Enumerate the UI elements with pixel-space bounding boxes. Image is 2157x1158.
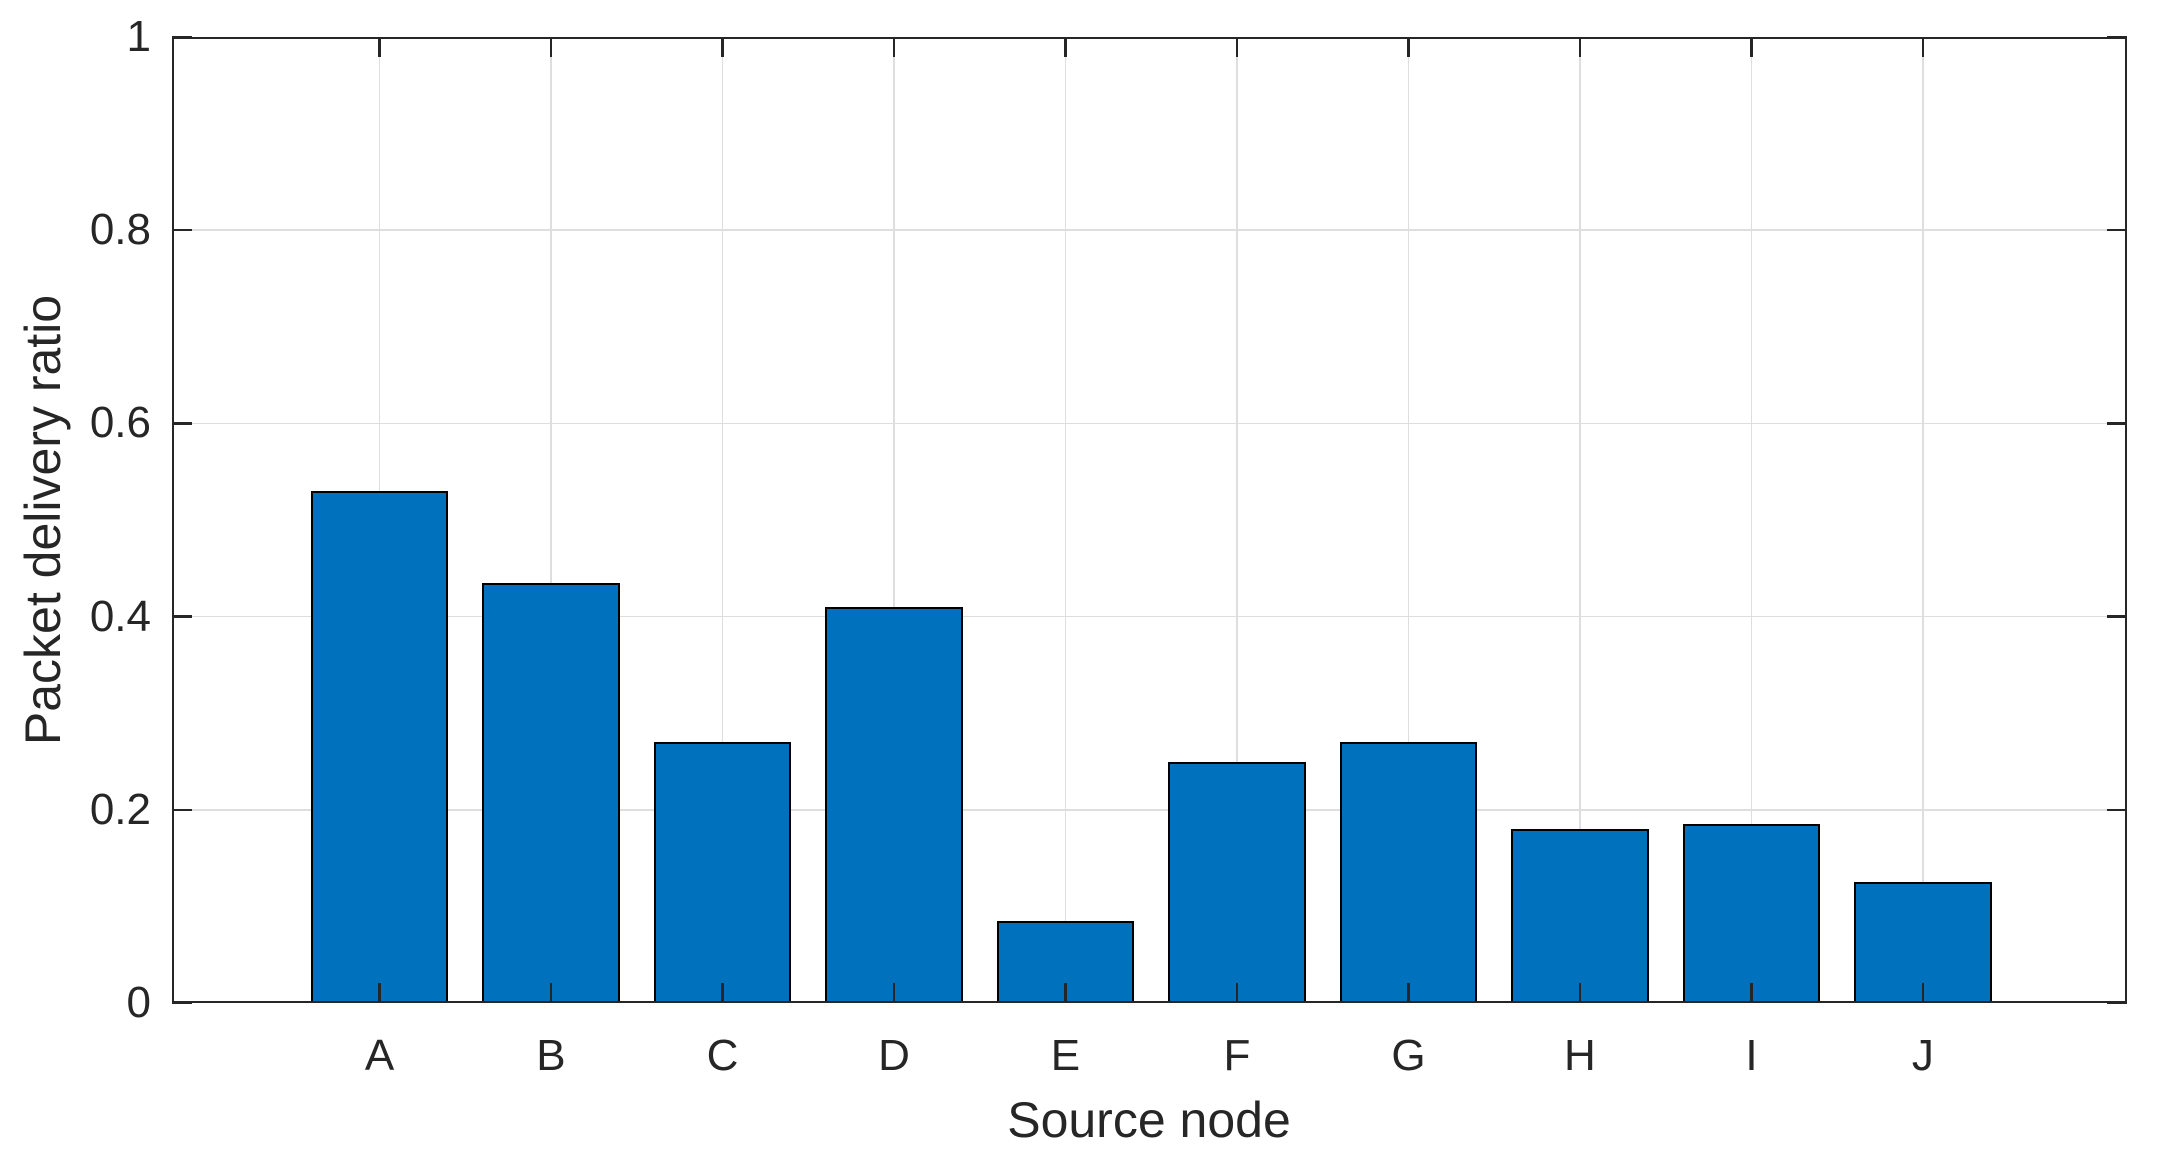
y-tick-left (172, 615, 192, 618)
v-gridline (721, 37, 724, 1003)
x-tick-top (1921, 37, 1925, 57)
bar-J (1854, 882, 1992, 1003)
h-gridline (172, 615, 2127, 618)
bar-B (482, 582, 620, 1003)
x-tick-bottom (378, 983, 381, 1003)
x-tick-bottom (1750, 983, 1753, 1003)
bar-F (1168, 761, 1306, 1003)
bar-G (1339, 742, 1478, 1003)
y-tick-label: 0.4 (89, 591, 151, 641)
h-gridline (172, 229, 2127, 232)
x-tick-bottom (1921, 983, 1925, 1003)
x-tick-top (1407, 37, 1410, 57)
y-tick-left (172, 35, 192, 39)
h-gridline (172, 422, 2127, 425)
x-tick-label-F: F (1223, 1031, 1251, 1080)
x-tick-top (1750, 37, 1753, 57)
y-tick-label: 1 (126, 12, 151, 61)
x-tick-top (721, 37, 724, 57)
v-gridline (893, 37, 895, 1003)
y-tick-right (2107, 35, 2127, 39)
plot-area (172, 35, 2127, 1005)
y-tick-right (2107, 808, 2127, 812)
x-tick-top (378, 37, 381, 57)
y-tick-right (2107, 422, 2127, 425)
x-tick-bottom (549, 983, 553, 1003)
y-tick-label: 0.6 (89, 398, 151, 448)
v-gridline (1407, 37, 1410, 1003)
plot-border (172, 37, 2127, 1003)
x-tick-label-E: E (1050, 1031, 1081, 1080)
bar-D (825, 606, 963, 1003)
bar-A (310, 491, 449, 1003)
v-gridline (1579, 37, 1581, 1003)
x-tick-top (549, 37, 553, 57)
x-tick-bottom (1235, 983, 1239, 1003)
y-tick-label: 0 (126, 978, 151, 1027)
x-tick-bottom (1578, 983, 1582, 1003)
v-gridline (550, 37, 552, 1003)
v-gridline (1750, 37, 1753, 1003)
bar-C (653, 742, 792, 1003)
y-tick-left (172, 422, 192, 425)
v-gridline (1236, 37, 1238, 1003)
y-axis-label: Packet delivery ratio (15, 294, 71, 746)
y-tick-right (2107, 228, 2127, 232)
bar-E (996, 920, 1135, 1003)
x-tick-label-C: C (706, 1031, 739, 1080)
y-tick-right (2107, 1001, 2127, 1005)
x-tick-top (1064, 37, 1067, 57)
x-tick-label-G: G (1391, 1031, 1426, 1080)
x-tick-label-D: D (878, 1031, 910, 1080)
x-tick-bottom (1064, 983, 1067, 1003)
x-tick-top (1578, 37, 1582, 57)
y-tick-right (2107, 615, 2127, 618)
x-tick-bottom (721, 983, 724, 1003)
y-tick-left (172, 228, 192, 232)
x-axis-label: Source node (1007, 1092, 1291, 1148)
y-tick-left (172, 808, 192, 812)
x-tick-top (1235, 37, 1239, 57)
bar-I (1682, 824, 1821, 1003)
y-tick-left (172, 1001, 192, 1005)
x-tick-bottom (892, 983, 896, 1003)
x-tick-bottom (1407, 983, 1410, 1003)
x-tick-label-B: B (536, 1031, 566, 1080)
x-tick-label-J: J (1911, 1031, 1934, 1080)
v-gridline (1922, 37, 1924, 1003)
x-tick-label-I: I (1745, 1031, 1758, 1080)
y-tick-label: 0.2 (89, 784, 151, 834)
x-tick-label-H: H (1564, 1031, 1596, 1080)
h-gridline (172, 808, 2127, 811)
y-tick-label: 0.8 (89, 205, 151, 255)
x-tick-label-A: A (364, 1031, 395, 1080)
bar-H (1511, 829, 1649, 1003)
v-gridline (1064, 37, 1067, 1003)
x-tick-top (892, 37, 896, 57)
